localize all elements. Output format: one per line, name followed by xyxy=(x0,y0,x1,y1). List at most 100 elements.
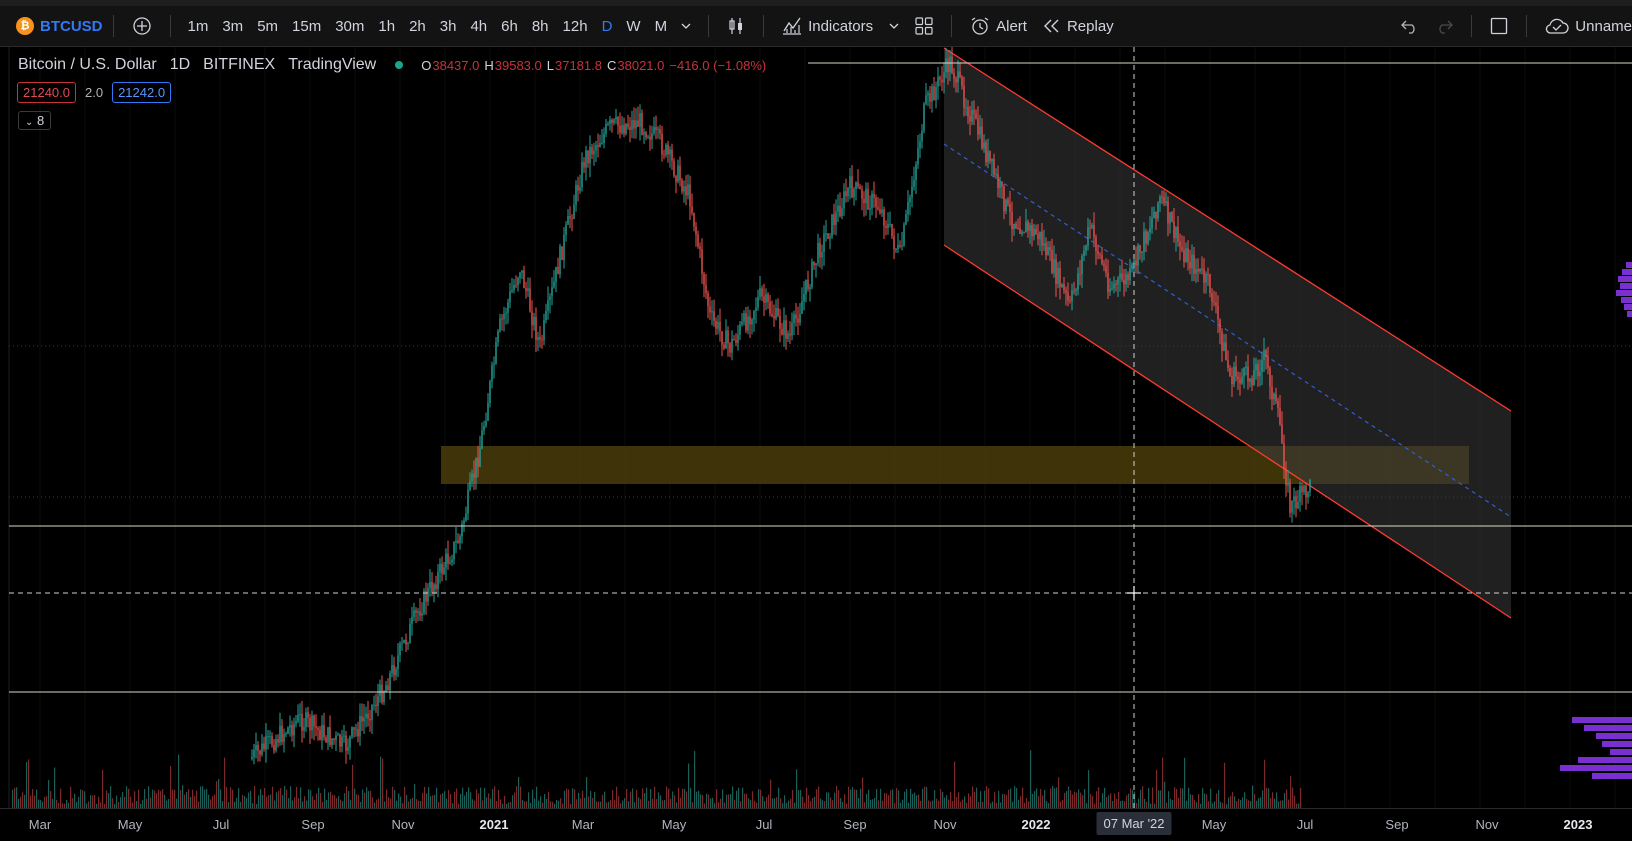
save-layout-button[interactable]: Unname xyxy=(1537,17,1632,35)
interval-1m[interactable]: 1m xyxy=(187,17,209,35)
interval-d[interactable]: D xyxy=(601,17,613,35)
interval-menu-button[interactable] xyxy=(674,18,698,35)
candle-body xyxy=(767,294,769,303)
interval-2h[interactable]: 2h xyxy=(409,17,426,35)
candle-body xyxy=(837,205,839,212)
interval-15m[interactable]: 15m xyxy=(292,17,322,35)
chart-type-button[interactable] xyxy=(719,17,753,35)
legend-exchange[interactable]: BITFINEX xyxy=(203,56,276,73)
interval-8h[interactable]: 8h xyxy=(531,17,549,35)
volume-bar xyxy=(1220,801,1222,808)
volume-bar xyxy=(786,802,788,808)
buy-price-button[interactable]: 21242.0 xyxy=(112,82,172,103)
indicators-collapse-button[interactable]: ⌄ 8 xyxy=(18,111,52,130)
legend-symbol-name[interactable]: Bitcoin / U.S. Dollar xyxy=(18,56,157,73)
interval-w[interactable]: W xyxy=(626,17,641,35)
candle-body xyxy=(533,317,535,326)
volume-bar xyxy=(1206,794,1208,808)
time-axis[interactable]: Mar May Jul Sep Nov 2021 Mar May Jul Sep Nov 2022 Ma… xyxy=(0,808,1632,841)
time-axis-tick: Sep xyxy=(843,817,867,832)
redo-icon xyxy=(1439,20,1454,34)
candle-body xyxy=(1099,254,1101,256)
candle-body xyxy=(673,160,675,176)
candle-body xyxy=(987,150,989,163)
templates-button[interactable] xyxy=(907,17,941,35)
volume-bar xyxy=(1008,789,1010,808)
candle-body xyxy=(655,127,657,130)
volume-bar xyxy=(390,798,392,808)
volume-bar xyxy=(1114,793,1116,808)
candle-body xyxy=(1279,408,1281,425)
interval-3m[interactable]: 3m xyxy=(222,17,244,35)
channel-upper-line[interactable] xyxy=(943,47,1512,412)
volume-bar xyxy=(840,798,842,808)
volume-bar xyxy=(1050,788,1052,808)
volume-bar xyxy=(278,790,280,808)
volume-bar xyxy=(458,803,460,808)
candle-body xyxy=(269,736,271,738)
volume-bar xyxy=(196,790,198,808)
interval-30m[interactable]: 30m xyxy=(335,17,365,35)
interval-m[interactable]: M xyxy=(654,17,668,35)
candle-body xyxy=(331,738,333,745)
volume-bar xyxy=(682,788,684,808)
volume-bar xyxy=(74,793,76,808)
interval-12h[interactable]: 12h xyxy=(562,17,588,35)
volume-bar xyxy=(368,791,370,808)
volume-profile-row xyxy=(1621,297,1632,303)
volume-bar xyxy=(530,802,532,808)
volume-bar xyxy=(776,797,778,808)
candle-body xyxy=(1069,300,1071,302)
volume-profile-row xyxy=(1624,304,1632,310)
volume-bar xyxy=(1126,795,1128,808)
undo-button[interactable] xyxy=(1393,18,1427,34)
volume-bar xyxy=(762,796,764,808)
candle-body xyxy=(1257,363,1259,377)
price-chart[interactable] xyxy=(0,47,1632,808)
candle-body xyxy=(341,736,343,747)
volume-bar xyxy=(1286,789,1288,808)
candle-body xyxy=(1307,492,1309,498)
volume-bar xyxy=(1166,802,1168,808)
interval-5m[interactable]: 5m xyxy=(257,17,279,35)
candle-body xyxy=(465,513,467,521)
candle-body xyxy=(947,58,949,73)
volume-profile-row xyxy=(1622,269,1632,275)
compare-symbol-button[interactable] xyxy=(124,16,160,36)
interval-3h[interactable]: 3h xyxy=(439,17,457,35)
channel-median-line[interactable] xyxy=(943,143,1512,518)
volume-bar xyxy=(552,801,554,808)
replay-button[interactable]: Replay xyxy=(1035,18,1122,35)
candle-body xyxy=(1053,259,1055,273)
volume-bar xyxy=(604,791,606,808)
candle-body xyxy=(319,729,321,741)
volume-bar xyxy=(440,794,442,808)
volume-bar xyxy=(1028,801,1030,808)
alert-button[interactable]: Alert xyxy=(962,16,1035,36)
volume-bar xyxy=(774,798,776,808)
redo-button[interactable] xyxy=(1427,18,1461,34)
toolbar-divider xyxy=(1471,15,1473,37)
symbol-search[interactable]: ₿ BTCUSD xyxy=(0,17,103,35)
interval-6h[interactable]: 6h xyxy=(501,17,518,35)
channel-lower-line[interactable] xyxy=(943,244,1512,619)
descending-channel[interactable] xyxy=(944,48,1511,618)
candle-body xyxy=(785,320,787,339)
interval-4h[interactable]: 4h xyxy=(470,17,488,35)
volume-bar xyxy=(748,798,750,808)
candle-body xyxy=(1109,288,1111,292)
indicators-menu-button[interactable] xyxy=(881,23,907,29)
layout-button[interactable] xyxy=(1482,17,1516,35)
interval-1h[interactable]: 1h xyxy=(378,17,396,35)
indicators-button[interactable]: Indicators xyxy=(774,17,881,35)
volume-bar xyxy=(110,786,112,808)
candle-body xyxy=(871,193,873,209)
candle-body xyxy=(1219,319,1221,332)
sell-price-button[interactable]: 21240.0 xyxy=(17,82,76,103)
volume-bar xyxy=(902,799,904,808)
legend-interval[interactable]: 1D xyxy=(169,56,191,73)
candle-body xyxy=(365,713,367,718)
time-axis-tick: Sep xyxy=(301,817,325,832)
volume-bar xyxy=(24,794,26,808)
volume-bar xyxy=(112,798,114,808)
